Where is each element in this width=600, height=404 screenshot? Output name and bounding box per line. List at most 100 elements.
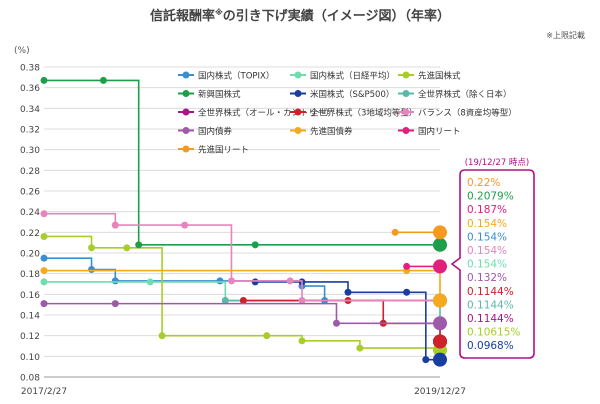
y-tick-label: 0.22 [20,229,40,239]
x-axis-tick-labels: 2017/2/27 2019/12/27 [21,387,466,397]
callout-value: 0.1144% [467,313,514,325]
data-point [146,278,154,286]
chart-title: 信託報酬率※の引き下げ実績（イメージ図）（年率） [150,7,450,24]
callout-value: 0.187% [467,204,507,216]
legend-label: 先進国債券 [310,126,353,137]
y-tick-label: 0.14 [20,312,40,322]
data-point [40,76,48,84]
callout-value: 0.154% [467,218,507,230]
y-axis-tick-labels: 0.38 0.36 0.34 0.32 0.30 0.28 0.26 0.24 0.22 0.20… [20,64,40,384]
data-point [403,262,411,270]
data-point [99,76,107,84]
callout-value: 0.132% [467,272,507,284]
callout-value: 0.154% [467,231,507,243]
end-value-point [433,352,447,367]
legend-label: 国内株式（日経平均） [310,71,395,82]
callout-value: 0.2079% [467,191,514,203]
callout-box [450,169,535,359]
data-point [263,332,271,340]
title-main: 信託報酬率 [150,8,215,24]
legend-label: 米国株式（S&P500） [310,89,394,100]
legend-label: 国内債券 [198,126,233,137]
data-point [422,356,430,364]
data-point [391,228,399,236]
data-point [88,266,96,274]
y-tick-label: 0.38 [20,64,40,74]
data-point [344,288,352,296]
title-mark: ※ [215,7,223,17]
data-point [251,241,259,249]
y-tick-label: 0.28 [20,167,40,177]
legend-label: 国内株式（TOPIX） [198,71,274,82]
data-point [251,278,259,286]
legend-marker [182,71,190,79]
legend-label: 全世界株式（オール・カントリー） [198,108,334,119]
y-tick-label: 0.34 [20,105,40,115]
series-line [44,79,440,246]
callout-value: 0.154% [467,259,507,271]
legend-marker [402,90,410,97]
x-tick-label: 2017/2/27 [21,387,67,397]
data-point [298,297,306,305]
callout-value: 0.1144% [467,286,514,298]
y-tick-label: 0.10 [20,353,40,363]
callout-value: 0.10615% [467,327,520,339]
data-point [40,267,48,275]
data-point [181,221,189,229]
y-tick-label: 0.18 [20,270,40,280]
legend-marker [182,108,190,116]
end-value-point [433,259,447,274]
y-tick-label: 0.26 [20,188,40,198]
legend-label: 先進国リート [198,145,249,156]
data-point [40,254,48,262]
legend-label: 全世界株式（3地域均等型） [310,108,417,119]
data-point [40,278,48,286]
legend-label: 全世界株式（除く日本） [418,89,512,100]
legend-label: 国内リート [418,126,461,137]
data-point [403,288,411,296]
legend-marker [182,145,190,153]
end-value-point [433,334,447,349]
end-value-point [433,237,447,252]
data-point [286,277,294,285]
y-tick-label: 0.32 [20,126,40,136]
data-point [356,344,364,352]
legend-marker [294,71,302,79]
callout-value: 0.22% [467,177,500,189]
data-point [227,277,235,285]
title-suffix: の引き下げ実績（イメージ図）（年率） [223,8,450,24]
legend-label: バランス（8資産均等型） [418,108,517,119]
y-tick-label: 0.30 [20,146,40,156]
data-point [123,244,131,252]
series-line [255,281,440,361]
y-axis-unit-label: (%) [14,46,30,56]
data-point [298,337,306,345]
y-tick-label: 0.12 [20,332,40,342]
data-point [40,300,48,308]
callout-value: 0.154% [467,245,507,257]
data-point [40,232,48,240]
series-line [44,212,440,302]
end-value-point [433,293,447,308]
x-tick-label: 2019/12/27 [414,387,466,397]
legend-marker [294,108,302,116]
callout-value: 0.1144% [467,299,514,311]
series-line [44,269,441,301]
legend-marker [294,127,302,134]
data-point [135,241,143,249]
data-point [40,210,48,218]
y-tick-label: 0.20 [20,250,40,260]
data-point [221,297,229,305]
y-tick-label: 0.24 [20,208,40,218]
series-lines [40,76,447,367]
end-value-point [433,225,447,240]
legend-marker [294,90,302,97]
callout-title: (19/12/27 時点) [465,158,530,168]
value-callout: (19/12/27 時点)0.22%0.2079%0.187%0.154%0.1… [450,158,535,359]
data-point [111,277,119,285]
data-point [332,319,340,327]
end-value-point [433,316,447,331]
